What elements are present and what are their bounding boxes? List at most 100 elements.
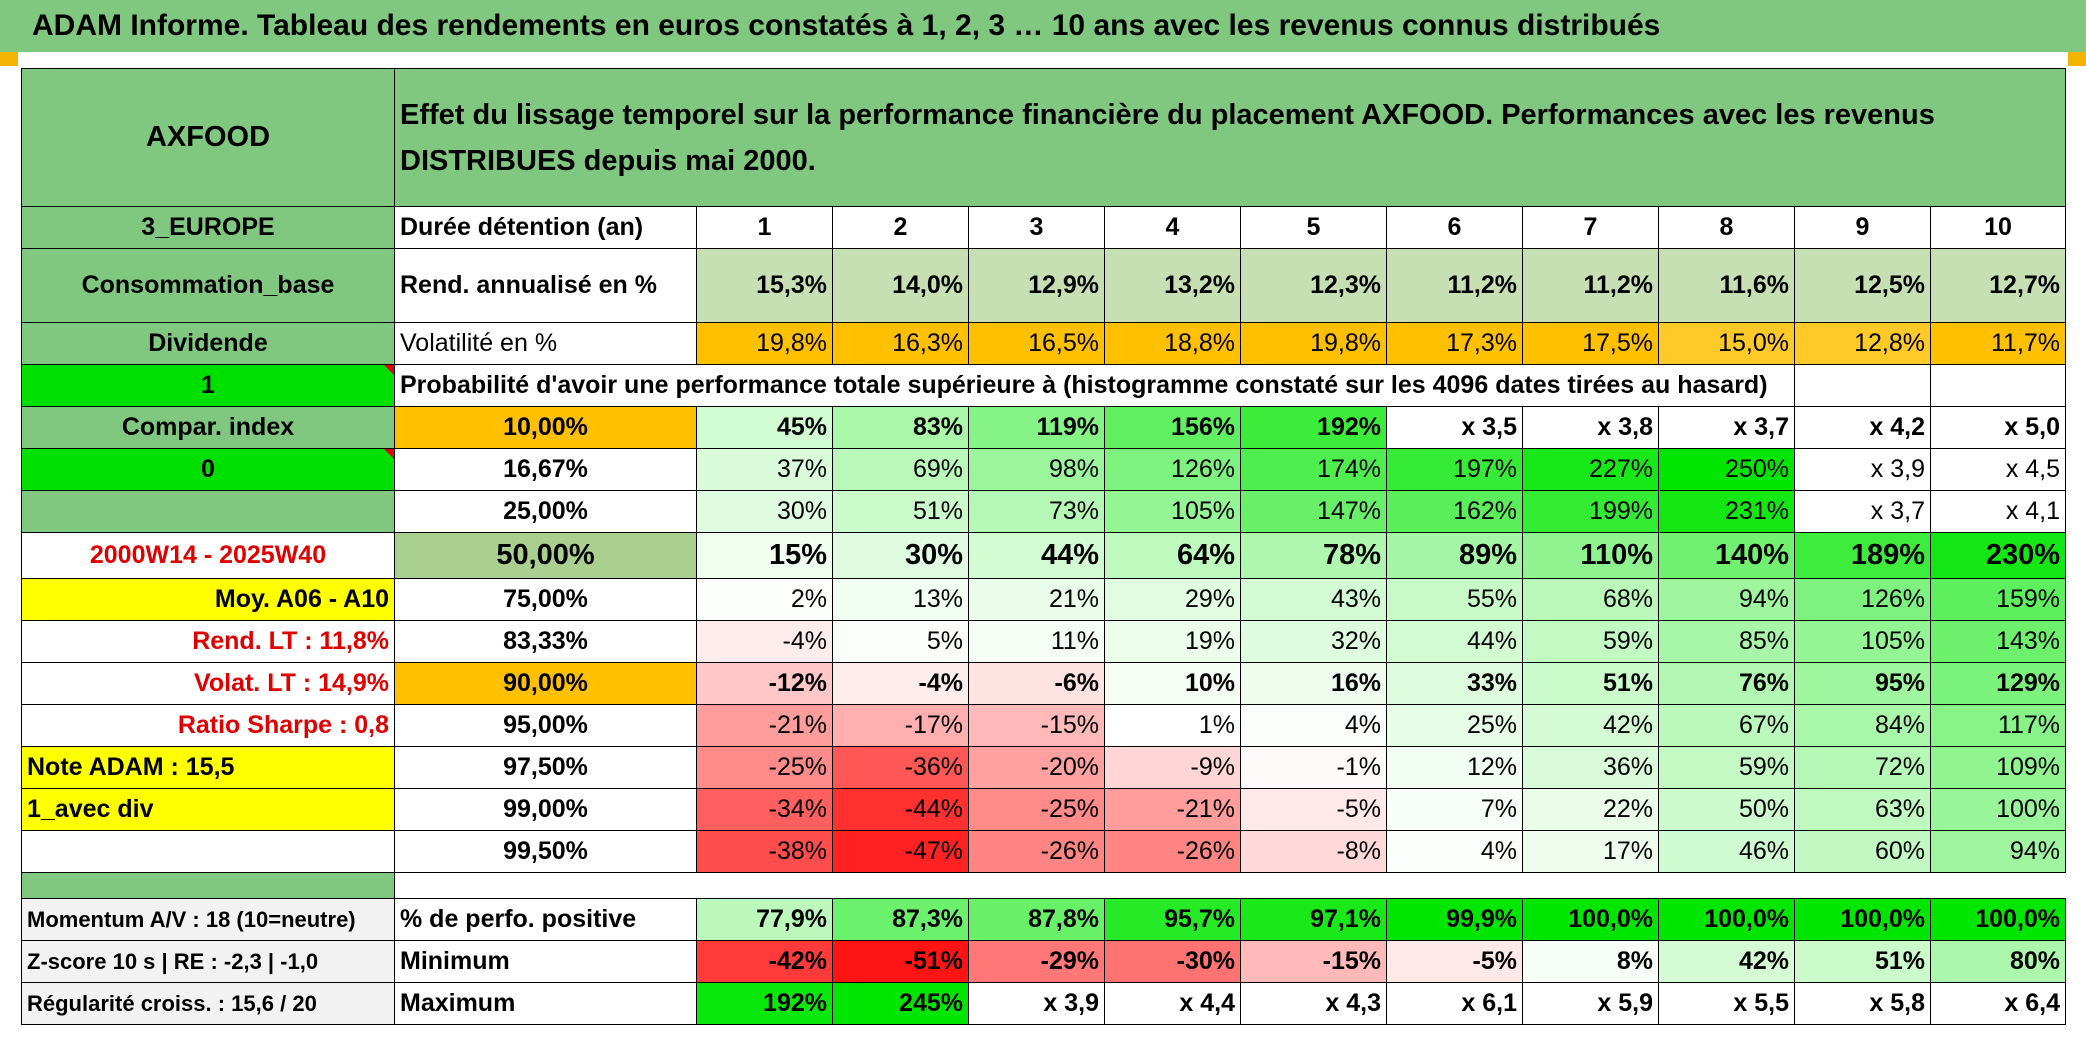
spacer-cell bbox=[395, 873, 697, 899]
performance-cell: 72% bbox=[1794, 746, 1931, 789]
performance-cell: 46% bbox=[1658, 830, 1795, 873]
performance-cell: -25% bbox=[968, 788, 1105, 831]
performance-cell: 250% bbox=[1658, 448, 1795, 491]
performance-cell: 95% bbox=[1794, 662, 1931, 705]
minimum-value: 51% bbox=[1794, 940, 1931, 983]
performance-cell: 98% bbox=[968, 448, 1105, 491]
performance-cell: 129% bbox=[1929, 662, 2067, 705]
performance-cell: 2% bbox=[696, 578, 833, 621]
performance-cell: 68% bbox=[1522, 578, 1659, 621]
return-cell: 15,3% bbox=[696, 248, 833, 323]
return-cell: 12,3% bbox=[1240, 248, 1387, 323]
performance-cell: -5% bbox=[1240, 788, 1387, 831]
performance-cell: 19% bbox=[1104, 620, 1241, 663]
positive-perf-value: 87,3% bbox=[832, 898, 969, 941]
performance-cell: 94% bbox=[1658, 578, 1795, 621]
performance-cell: 89% bbox=[1386, 532, 1523, 579]
year-header: 6 bbox=[1386, 206, 1523, 249]
minimum: Minimum bbox=[394, 940, 697, 983]
performance-cell: 33% bbox=[1386, 662, 1523, 705]
probability-threshold: 99,00% bbox=[394, 788, 697, 831]
regularity-label: Régularité croiss. : 15,6 / 20 bbox=[21, 982, 395, 1025]
performance-cell: 12% bbox=[1386, 746, 1523, 789]
spacer-cell bbox=[833, 873, 969, 899]
positive-perf-value: 100,0% bbox=[1522, 898, 1659, 941]
positive-perf-value: 99,9% bbox=[1386, 898, 1523, 941]
performance-cell: 17% bbox=[1522, 830, 1659, 873]
performance-cell: 69% bbox=[832, 448, 969, 491]
spacer-cell bbox=[1105, 873, 1241, 899]
positive-perf-value: 77,9% bbox=[696, 898, 833, 941]
performance-cell: -26% bbox=[1104, 830, 1241, 873]
performance-cell: 1% bbox=[1104, 704, 1241, 747]
performance-cell: 21% bbox=[968, 578, 1105, 621]
performance-cell: 59% bbox=[1658, 746, 1795, 789]
performance-cell: -20% bbox=[968, 746, 1105, 789]
performance-cell: 44% bbox=[1386, 620, 1523, 663]
positive-perf-value: 100,0% bbox=[1929, 898, 2067, 941]
positive-perf-value: 100,0% bbox=[1794, 898, 1931, 941]
period-label: 2000W14 - 2025W40 bbox=[21, 532, 395, 579]
performance-cell: 15% bbox=[696, 532, 833, 579]
return-cell: 12,7% bbox=[1929, 248, 2067, 323]
probability-threshold: 10,00% bbox=[394, 406, 697, 449]
performance-cell: 143% bbox=[1929, 620, 2067, 663]
flag-one: 1 bbox=[21, 364, 395, 407]
volatility-cell: 11,7% bbox=[1929, 322, 2067, 365]
performance-cell: 126% bbox=[1794, 578, 1931, 621]
performance-cell: -4% bbox=[832, 662, 969, 705]
positive-perf-value: 87,8% bbox=[968, 898, 1105, 941]
volatility-cell: 19,8% bbox=[696, 322, 833, 365]
return-cell: 14,0% bbox=[832, 248, 969, 323]
performance-cell: 59% bbox=[1522, 620, 1659, 663]
sharpe-ratio: Ratio Sharpe : 0,8 bbox=[21, 704, 395, 747]
performance-cell: 50% bbox=[1658, 788, 1795, 831]
performance-cell: 55% bbox=[1386, 578, 1523, 621]
probability-threshold: 99,50% bbox=[394, 830, 697, 873]
year-header: 3 bbox=[968, 206, 1105, 249]
volatility-cell: 17,5% bbox=[1522, 322, 1659, 365]
performance-cell: 105% bbox=[1794, 620, 1931, 663]
return-cell: 13,2% bbox=[1104, 248, 1241, 323]
spacer-cell bbox=[697, 873, 833, 899]
performance-cell: 25% bbox=[1386, 704, 1523, 747]
positive-perf: % de perfo. positive bbox=[394, 898, 697, 941]
probability-threshold: 97,50% bbox=[394, 746, 697, 789]
performance-cell: x 3,9 bbox=[1794, 448, 1931, 491]
performance-cell: 4% bbox=[1386, 830, 1523, 873]
performance-cell: -21% bbox=[1104, 788, 1241, 831]
positive-perf-value: 97,1% bbox=[1240, 898, 1387, 941]
adam-score: Note ADAM : 15,5 bbox=[21, 746, 395, 789]
volatility-cell: 17,3% bbox=[1386, 322, 1523, 365]
performance-cell: -44% bbox=[832, 788, 969, 831]
performance-cell: 197% bbox=[1386, 448, 1523, 491]
performance-cell: -17% bbox=[832, 704, 969, 747]
performance-cell: 22% bbox=[1522, 788, 1659, 831]
maximum-value: x 6,1 bbox=[1386, 982, 1523, 1025]
performance-cell: 199% bbox=[1522, 490, 1659, 533]
performance-table: AXFOOD Effet du lissage temporel sur la p… bbox=[21, 68, 2067, 1025]
performance-cell: 84% bbox=[1794, 704, 1931, 747]
maximum-value: 245% bbox=[832, 982, 969, 1025]
spacer-cell bbox=[969, 873, 1105, 899]
performance-cell: -12% bbox=[696, 662, 833, 705]
performance-cell: 117% bbox=[1929, 704, 2067, 747]
performance-cell: 11% bbox=[968, 620, 1105, 663]
year-header: 10 bbox=[1929, 206, 2067, 249]
probability-threshold: 90,00% bbox=[394, 662, 697, 705]
probability-threshold: 75,00% bbox=[394, 578, 697, 621]
minimum-value: -29% bbox=[968, 940, 1105, 983]
spacer-cell bbox=[21, 872, 395, 899]
performance-cell: x 5,0 bbox=[1929, 406, 2067, 449]
probability-threshold: 83,33% bbox=[394, 620, 697, 663]
minimum-value: 42% bbox=[1658, 940, 1795, 983]
empty-cell bbox=[21, 490, 395, 533]
performance-cell: 126% bbox=[1104, 448, 1241, 491]
empty-cell bbox=[1929, 364, 2067, 407]
performance-cell: 231% bbox=[1658, 490, 1795, 533]
return-label: Rend. annualisé en % bbox=[394, 248, 697, 323]
performance-cell: 37% bbox=[696, 448, 833, 491]
corner-marker bbox=[0, 52, 18, 66]
performance-cell: 140% bbox=[1658, 532, 1795, 579]
volatility-cell: 16,3% bbox=[832, 322, 969, 365]
